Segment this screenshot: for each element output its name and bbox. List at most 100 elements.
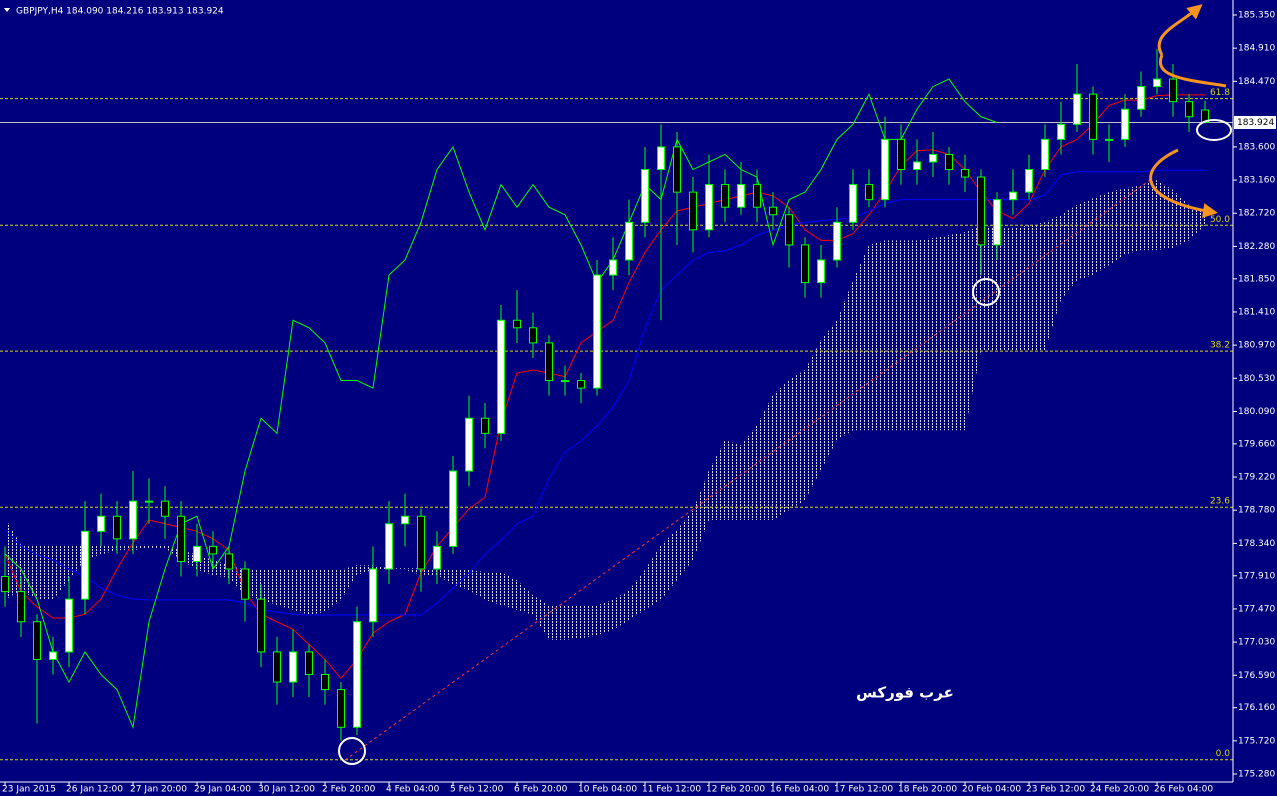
candle-body — [1185, 101, 1193, 118]
y-tick-label: 177.470 — [1238, 604, 1275, 614]
candle-body — [785, 214, 793, 246]
candle-body — [145, 500, 153, 503]
candle-body — [193, 545, 201, 562]
candle-body — [129, 500, 137, 540]
candle-body — [529, 327, 537, 344]
cloud-segment — [53, 544, 69, 600]
candle-body — [945, 153, 953, 171]
x-tick-label: 4 Feb 04:00 — [386, 785, 440, 795]
cloud-segment — [645, 544, 661, 610]
candle-body — [593, 274, 601, 389]
candle-body — [49, 651, 57, 660]
annotation-arrow — [1149, 148, 1218, 218]
cloud-segment — [101, 544, 117, 555]
candle-body — [1025, 169, 1033, 193]
cloud-segment — [261, 569, 277, 606]
y-tick-label: 180.970 — [1238, 341, 1275, 351]
y-tick-label: 177.910 — [1238, 571, 1275, 581]
cloud-segment — [437, 569, 453, 585]
x-tick-label: 17 Feb 12:00 — [834, 785, 893, 795]
cloud-segment — [613, 590, 629, 631]
level-layer: 0.0 23.6 38.2 50.0 61.8 — [0, 88, 1233, 761]
x-tick-label: 30 Jan 12:00 — [258, 785, 315, 795]
cloud-segment — [981, 225, 997, 351]
y-tick-label: 181.410 — [1238, 307, 1275, 317]
candle-body — [1089, 93, 1097, 140]
cloud-segment — [821, 320, 837, 471]
cloud-segment — [997, 228, 1013, 351]
fib-label: 0.0 — [1216, 749, 1231, 759]
cloud-segment — [741, 425, 757, 521]
y-tick-label: 179.220 — [1238, 473, 1275, 483]
cloud-segment — [1125, 185, 1141, 255]
cloud-segment — [357, 565, 373, 576]
cloud-segment — [805, 339, 821, 501]
candle-body — [209, 545, 217, 555]
fib-label: 50.0 — [1210, 215, 1230, 225]
candle-body — [337, 689, 345, 728]
candle-body — [497, 319, 505, 434]
cloud-segment — [1045, 214, 1061, 351]
cloud-segment — [661, 529, 677, 600]
cloud-segment — [1029, 222, 1045, 351]
candle-body — [65, 598, 73, 653]
candle-body — [401, 515, 409, 525]
candle-body — [481, 417, 489, 434]
cloud-segment — [1093, 192, 1109, 276]
candle-body — [1137, 86, 1145, 110]
cloud-segment — [581, 605, 597, 639]
cloud-segment — [949, 232, 965, 431]
cloud-segment — [405, 568, 421, 576]
cloud-segment — [501, 572, 517, 610]
fib-label: 38.2 — [1210, 341, 1230, 351]
candle-body — [689, 191, 697, 231]
candle-body — [577, 380, 585, 389]
cloud-segment — [133, 544, 149, 551]
candle-body — [865, 184, 873, 201]
x-tick-label: 29 Jan 04:00 — [194, 785, 251, 795]
indicator-line — [4, 78, 998, 730]
candle-layer — [1, 48, 1209, 741]
current-price-box — [1234, 115, 1276, 129]
candle-body — [305, 651, 313, 676]
candle-body — [961, 169, 969, 178]
menu-triangle[interactable] — [4, 8, 10, 12]
x-tick-label: 20 Feb 04:00 — [962, 785, 1021, 795]
candle-body — [641, 169, 649, 223]
candle-body — [769, 206, 777, 216]
candle-body — [657, 146, 665, 171]
cloud-segment — [837, 280, 853, 441]
candle-body — [289, 651, 297, 683]
candle-body — [449, 470, 457, 547]
x-tick-label: 24 Feb 20:00 — [1090, 785, 1149, 795]
cloud-segment — [1141, 180, 1157, 251]
highlight-circle — [972, 278, 1000, 306]
candle-body — [1041, 138, 1049, 171]
watermark: عرب فوركس — [856, 684, 954, 702]
y-tick-label: 176.160 — [1238, 703, 1275, 713]
annotation-arrow — [1157, 4, 1203, 56]
cloud-segment — [517, 580, 533, 615]
x-tick-label: 23 Jan 2015 — [2, 785, 56, 795]
candle-body — [321, 674, 329, 691]
annotation-arrow — [1158, 54, 1227, 88]
candle-body — [465, 417, 473, 472]
x-tick-label: 26 Feb 04:00 — [1154, 785, 1213, 795]
y-tick-label: 182.280 — [1238, 242, 1275, 252]
candle-body — [225, 553, 233, 570]
candle-body — [913, 161, 921, 171]
candle-body — [433, 545, 441, 570]
candle-body — [161, 500, 169, 517]
candle-body — [113, 515, 121, 540]
indicator-line — [4, 94, 1205, 680]
candle-body — [705, 184, 713, 231]
indicator-line — [4, 169, 1205, 616]
y-tick-label: 176.590 — [1238, 671, 1275, 681]
y-tick-label: 177.030 — [1238, 638, 1275, 648]
cloud-segment — [37, 544, 53, 600]
y-tick-label: 178.340 — [1238, 539, 1275, 549]
cloud-segment — [901, 240, 917, 431]
candle-body — [737, 184, 745, 208]
x-tick-label: 5 Feb 12:00 — [450, 785, 504, 795]
